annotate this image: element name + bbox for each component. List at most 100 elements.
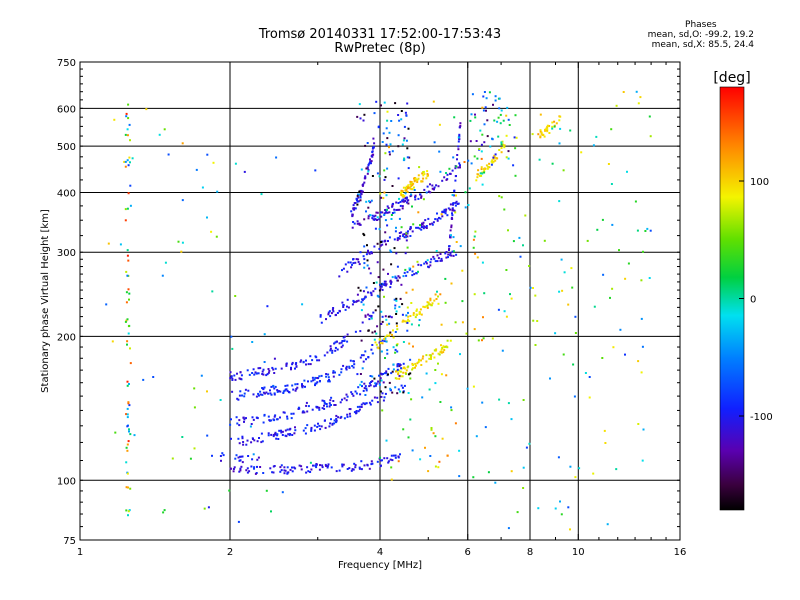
echo-point [234, 378, 237, 381]
echo-point [432, 255, 435, 258]
echo-point [366, 172, 369, 175]
echo-point [469, 140, 472, 143]
echo-point [406, 321, 409, 324]
echo-point [400, 110, 403, 112]
echo-point [411, 364, 414, 366]
echo-point [385, 371, 388, 374]
echo-point [474, 230, 477, 233]
echo-point [356, 405, 359, 408]
echo-point [245, 417, 247, 420]
echo-point [381, 339, 384, 342]
echo-point [357, 258, 360, 261]
echo-point [343, 417, 346, 420]
echo-point [367, 313, 370, 316]
echo-point [626, 170, 628, 173]
echo-point [407, 202, 410, 205]
chart-title: Tromsø 20140331 17:52:00-17:53:43 [258, 27, 502, 42]
echo-point [230, 418, 232, 421]
echo-point [434, 293, 437, 296]
echo-point [353, 207, 356, 210]
echo-point [250, 423, 253, 425]
echo-point [534, 344, 537, 346]
echo-point [412, 223, 415, 226]
echo-point [326, 351, 329, 354]
echo-point [239, 469, 242, 472]
echo-point [384, 284, 387, 287]
echo-point [398, 276, 401, 279]
echo-point [219, 455, 222, 457]
echo-point [400, 189, 403, 192]
echo-point [252, 368, 255, 371]
echo-point [327, 311, 330, 314]
echo-point [267, 434, 270, 437]
echo-point [459, 353, 461, 356]
echo-point [402, 194, 404, 196]
echo-point [402, 159, 405, 162]
echo-point [312, 379, 315, 382]
echo-point [410, 323, 413, 326]
x-tick-label: 6 [465, 547, 471, 558]
echo-point [473, 293, 476, 296]
echo-point [399, 297, 402, 300]
echo-point [483, 91, 486, 93]
echo-point [319, 314, 322, 317]
echo-point [370, 251, 373, 254]
echo-point [537, 133, 540, 136]
echo-point [415, 309, 418, 312]
echo-point [488, 166, 491, 169]
data-points [105, 90, 652, 531]
echo-point [510, 470, 513, 473]
echo-point [612, 346, 615, 349]
echo-point [383, 284, 386, 286]
echo-point [642, 250, 644, 253]
echo-point [375, 281, 378, 284]
echo-point [334, 371, 336, 374]
echo-point [353, 202, 356, 205]
echo-point [345, 393, 348, 396]
echo-point [475, 140, 478, 142]
echo-point [444, 210, 447, 213]
echo-point [483, 123, 486, 126]
echo-point [503, 208, 506, 211]
echo-point [391, 204, 394, 207]
echo-point [375, 100, 378, 103]
echo-point [522, 466, 525, 469]
echo-point [615, 468, 618, 471]
echo-point [646, 227, 649, 230]
echo-point [107, 242, 110, 245]
echo-point [425, 177, 428, 180]
echo-point [235, 454, 238, 457]
echo-point [359, 199, 362, 202]
echo-point [397, 177, 400, 180]
echo-point [370, 381, 373, 383]
echo-point [388, 131, 391, 134]
echo-point [283, 469, 286, 472]
echo-point [359, 393, 362, 396]
echo-point [393, 211, 396, 214]
echo-point [370, 348, 373, 351]
echo-point [459, 122, 462, 125]
echo-point [386, 224, 389, 227]
echo-point [127, 325, 130, 328]
echo-point [369, 214, 372, 217]
echo-point [431, 184, 434, 187]
echo-point [430, 356, 432, 359]
echo-point [391, 459, 394, 462]
echo-point [445, 251, 448, 253]
echo-point [240, 455, 243, 458]
echo-point [362, 290, 365, 293]
echo-point [444, 301, 447, 304]
echo-point [468, 187, 471, 190]
echo-point [450, 254, 453, 257]
echo-point [354, 330, 357, 333]
echo-point [528, 442, 531, 445]
echo-point [459, 164, 461, 167]
echo-point [423, 262, 426, 265]
echo-point [512, 164, 515, 167]
echo-point [246, 369, 249, 372]
echo-point [273, 357, 276, 360]
echo-point [401, 303, 404, 306]
echo-point [341, 269, 343, 272]
echo-point [418, 359, 421, 362]
echo-point [242, 416, 245, 419]
